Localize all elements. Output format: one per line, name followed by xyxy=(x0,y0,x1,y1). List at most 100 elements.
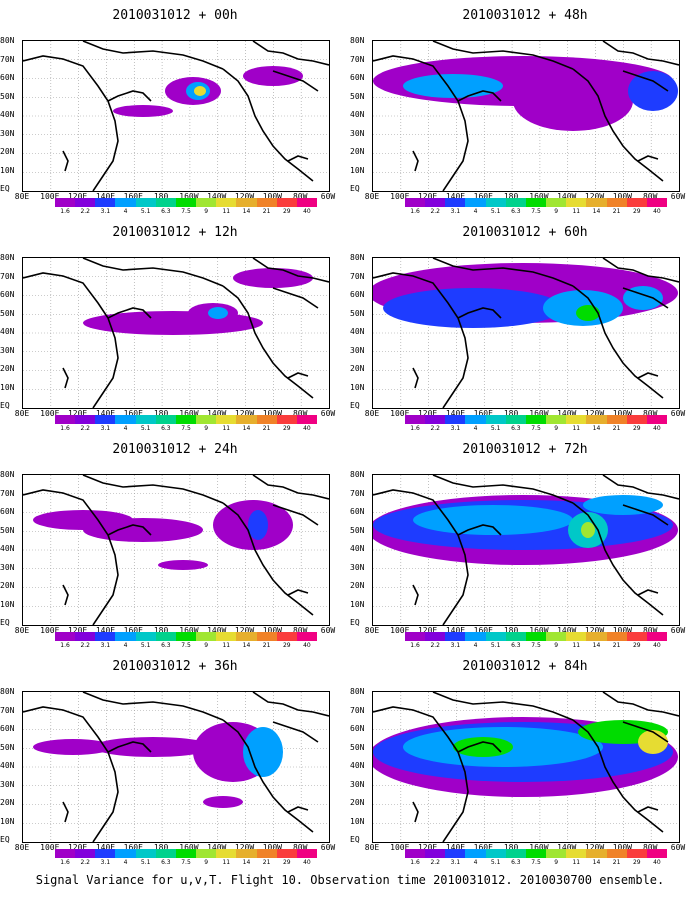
colorbar-swatch xyxy=(566,632,587,641)
colorbar-label: 4 xyxy=(473,208,478,215)
colorbar-swatch xyxy=(646,198,668,207)
longitude-label: 180 xyxy=(153,409,169,418)
variance-shading xyxy=(581,522,595,538)
colorbar-swatch xyxy=(55,632,76,641)
colorbar-swatch xyxy=(296,415,318,424)
colorbar-label: 3.1 xyxy=(450,859,461,866)
colorbar-label: 14 xyxy=(242,642,251,649)
colorbar-label: 11 xyxy=(222,859,231,866)
colorbar-label: 1.6 xyxy=(410,859,420,866)
coastline xyxy=(412,584,419,606)
colorbar-swatch xyxy=(646,849,668,858)
panel-title: 2010031012 + 36h xyxy=(112,659,238,674)
latitude-label: 10N xyxy=(350,165,365,175)
panel-title: 2010031012 + 00h xyxy=(112,8,238,23)
latitude-label: 60N xyxy=(350,73,365,82)
colorbar-label: 11 xyxy=(572,208,581,215)
colorbar-swatch xyxy=(276,198,297,207)
coastline xyxy=(457,524,502,536)
colorbar-swatch xyxy=(196,415,217,424)
colorbar-swatch xyxy=(155,849,176,858)
colorbar xyxy=(55,632,318,641)
latitude-label: 20N xyxy=(350,147,365,156)
latitude-label: 70N xyxy=(0,271,15,281)
variance-map xyxy=(22,257,330,409)
colorbar-swatch xyxy=(445,849,466,858)
colorbar xyxy=(405,415,668,424)
longitude-label: 100W xyxy=(262,409,282,418)
colorbar-label: 29 xyxy=(282,208,291,215)
colorbar-label: 9 xyxy=(204,425,209,432)
coastline xyxy=(272,721,319,743)
coastline xyxy=(252,258,329,283)
coastline xyxy=(62,801,69,823)
colorbar-swatch xyxy=(566,198,587,207)
colorbar-swatch xyxy=(236,415,257,424)
longitude-label: 180 xyxy=(503,192,519,201)
colorbar-label: 5.1 xyxy=(140,208,151,215)
longitude-label: 140W xyxy=(557,626,577,635)
latitude-label: 30N xyxy=(350,779,365,789)
latitude-label: 40N xyxy=(0,544,15,553)
panel-title: 2010031012 + 84h xyxy=(462,659,588,674)
longitude-label: 140E xyxy=(95,626,116,635)
colorbar-label: 6.3 xyxy=(161,642,171,649)
colorbar-label: 40 xyxy=(653,208,661,215)
latitude-label: 20N xyxy=(0,581,15,590)
colorbar-label: 40 xyxy=(653,425,661,432)
colorbar-swatch xyxy=(55,415,76,424)
latitude-label: EQ xyxy=(350,401,360,410)
colorbar-swatch xyxy=(256,849,277,858)
latitude-label: 40N xyxy=(0,761,15,770)
coastline xyxy=(457,741,502,753)
colorbar-swatch xyxy=(155,415,176,424)
longitude-label: 80E xyxy=(14,843,30,852)
colorbar-label: 3.1 xyxy=(450,425,461,432)
variance-shading xyxy=(413,505,573,535)
colorbar-swatch xyxy=(586,198,607,207)
colorbar-swatch xyxy=(465,198,486,207)
colorbar-swatch xyxy=(256,415,277,424)
longitude-label: 120W xyxy=(234,626,255,635)
longitude-label: 120W xyxy=(234,192,255,201)
longitude-label: 80E xyxy=(14,626,30,635)
longitude-label: 140E xyxy=(95,843,116,852)
colorbar-label: 40 xyxy=(303,859,311,866)
colorbar-swatch xyxy=(75,198,96,207)
variance-shading xyxy=(83,518,203,542)
latitude-label: 70N xyxy=(0,705,15,715)
colorbar-label: 11 xyxy=(222,642,231,649)
latitude-label: EQ xyxy=(350,618,360,627)
longitude-label: 60W xyxy=(670,192,686,201)
colorbar xyxy=(55,415,318,424)
colorbar-label: 6.3 xyxy=(511,859,521,866)
colorbar-label: 21 xyxy=(612,642,621,649)
coastline xyxy=(602,41,679,66)
longitude-label: 160W xyxy=(179,192,199,201)
longitude-label: 80W xyxy=(292,626,308,635)
latitude-label: 80N xyxy=(0,253,15,262)
latitude-label: 20N xyxy=(0,364,15,373)
latitude-label: 10N xyxy=(0,816,15,826)
colorbar-label: 29 xyxy=(632,208,641,215)
longitude-label: 160E xyxy=(473,626,493,635)
coastline xyxy=(62,150,69,172)
colorbar-label: 2.2 xyxy=(80,425,90,432)
coastline xyxy=(432,41,574,70)
variance-shading xyxy=(453,737,513,757)
latitude-label: 60N xyxy=(0,290,15,299)
colorbar-swatch xyxy=(115,198,136,207)
map-svg xyxy=(23,41,329,191)
figure-caption: Signal Variance for u,v,T. Flight 10. Ob… xyxy=(35,873,665,887)
colorbar-label: 7.5 xyxy=(531,425,541,432)
coastline xyxy=(82,475,224,504)
colorbar-label: 6.3 xyxy=(511,642,521,649)
latitude-label: 40N xyxy=(350,110,365,119)
colorbar-swatch xyxy=(95,198,116,207)
longitude-label: 140E xyxy=(95,192,116,201)
colorbar-swatch xyxy=(115,632,136,641)
latitude-label: 60N xyxy=(350,290,365,299)
longitude-label: 160E xyxy=(123,409,143,418)
colorbar-swatch xyxy=(256,632,277,641)
latitude-label: 70N xyxy=(0,488,15,498)
